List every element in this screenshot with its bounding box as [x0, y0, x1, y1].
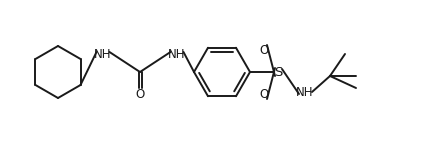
Text: S: S — [274, 66, 282, 78]
Text: NH: NH — [168, 48, 186, 60]
Text: NH: NH — [296, 86, 314, 98]
Text: O: O — [259, 88, 269, 101]
Text: O: O — [135, 88, 145, 101]
Text: NH: NH — [94, 48, 112, 60]
Text: O: O — [259, 43, 269, 56]
